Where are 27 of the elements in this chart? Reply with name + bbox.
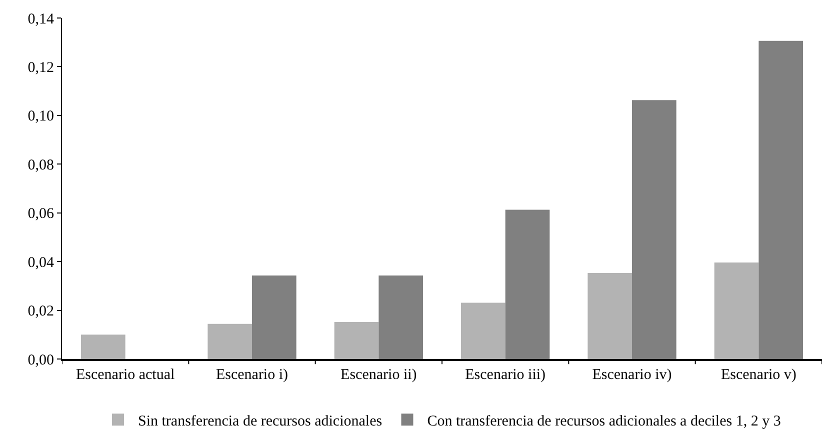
bar (208, 324, 252, 359)
bar (334, 322, 379, 359)
x-tick-label: Escenario ii) (340, 366, 417, 383)
x-tick-label: Escenario iv) (592, 366, 672, 383)
y-tick-label: 0,14 (28, 11, 54, 28)
y-tick-label: 0,06 (28, 206, 54, 222)
x-tick-label: Escenario iii) (465, 366, 546, 383)
y-tick-label: 0,10 (28, 108, 54, 125)
bar (505, 210, 550, 359)
bar (632, 100, 676, 359)
x-tick-label: Escenario v) (720, 366, 796, 383)
legend-label: Sin transferencia de recursos adicionales (138, 413, 382, 430)
y-tick-label: 0,08 (28, 157, 54, 174)
bar (714, 262, 759, 359)
y-tick-label: 0,04 (28, 254, 54, 271)
bar (758, 40, 803, 359)
x-tick-label: Escenario actual (76, 366, 175, 383)
legend-label: Con transferencia de recursos adicionales a deciles 1, 2 y 3 (427, 413, 781, 430)
bar (461, 302, 506, 359)
y-tick-label: 0,02 (28, 304, 54, 320)
y-tick-label: 0,12 (28, 60, 54, 76)
y-tick-label: 0,00 (28, 352, 54, 368)
bar (378, 275, 423, 359)
bar (588, 273, 632, 359)
x-tick-label: Escenario i) (216, 366, 288, 383)
bar (252, 275, 296, 359)
bar (81, 334, 126, 359)
